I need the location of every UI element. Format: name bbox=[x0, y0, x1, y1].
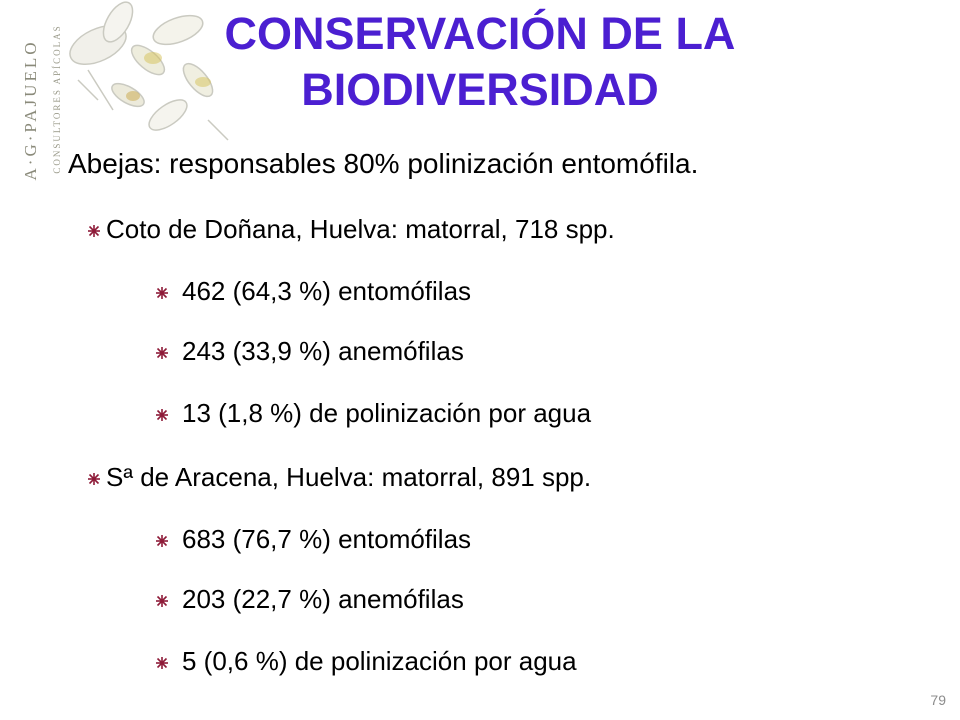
list-item-text: 683 (76,7 %) entomófilas bbox=[182, 524, 472, 554]
logo-name: A·G·PAJUELO bbox=[21, 39, 40, 181]
logo: A·G·PAJUELO CONSULTORES APÍCOLAS bbox=[0, 0, 250, 200]
flower-bullet-icon bbox=[156, 535, 168, 548]
bees-illustration-icon bbox=[69, 1, 229, 141]
list-item-text: 203 (22,7 %) anemófilas bbox=[182, 584, 464, 614]
flower-bullet-icon bbox=[88, 225, 100, 238]
site-heading-text: Sª de Aracena, Huelva: matorral, 891 spp… bbox=[106, 462, 592, 492]
list-item: 203 (22,7 %) anemófilas bbox=[156, 584, 464, 615]
site-heading-text: Coto de Doñana, Huelva: matorral, 718 sp… bbox=[106, 214, 615, 244]
flower-bullet-icon bbox=[156, 347, 168, 360]
list-item: 13 (1,8 %) de polinización por agua bbox=[156, 398, 591, 429]
slide-title: CONSERVACIÓN DE LA BIODIVERSIDAD bbox=[130, 6, 830, 118]
flower-bullet-icon bbox=[156, 657, 168, 670]
flower-bullet-icon bbox=[156, 595, 168, 608]
logo-tagline: CONSULTORES APÍCOLAS bbox=[52, 24, 62, 174]
subtitle: Abejas: responsables 80% polinización en… bbox=[68, 148, 699, 179]
flower-bullet-icon bbox=[156, 287, 168, 300]
list-item: 462 (64,3 %) entomófilas bbox=[156, 276, 471, 307]
list-item-text: 5 (0,6 %) de polinización por agua bbox=[182, 646, 577, 676]
title-line-2: BIODIVERSIDAD bbox=[301, 64, 659, 115]
list-item: 5 (0,6 %) de polinización por agua bbox=[156, 646, 577, 677]
logo-text: A·G·PAJUELO CONSULTORES APÍCOLAS bbox=[4, 24, 62, 190]
title-line-1: CONSERVACIÓN DE LA bbox=[224, 8, 736, 59]
flower-bullet-icon bbox=[156, 409, 168, 422]
site-heading-2: Sª de Aracena, Huelva: matorral, 891 spp… bbox=[88, 462, 591, 493]
list-item: 243 (33,9 %) anemófilas bbox=[156, 336, 464, 367]
list-item-text: 13 (1,8 %) de polinización por agua bbox=[182, 398, 592, 428]
page-number: 79 bbox=[930, 692, 946, 708]
flower-bullet-icon bbox=[88, 473, 100, 486]
list-item-text: 243 (33,9 %) anemófilas bbox=[182, 336, 464, 366]
site-heading-1: Coto de Doñana, Huelva: matorral, 718 sp… bbox=[88, 214, 615, 245]
list-item-text: 462 (64,3 %) entomófilas bbox=[182, 276, 472, 306]
list-item: 683 (76,7 %) entomófilas bbox=[156, 524, 471, 555]
